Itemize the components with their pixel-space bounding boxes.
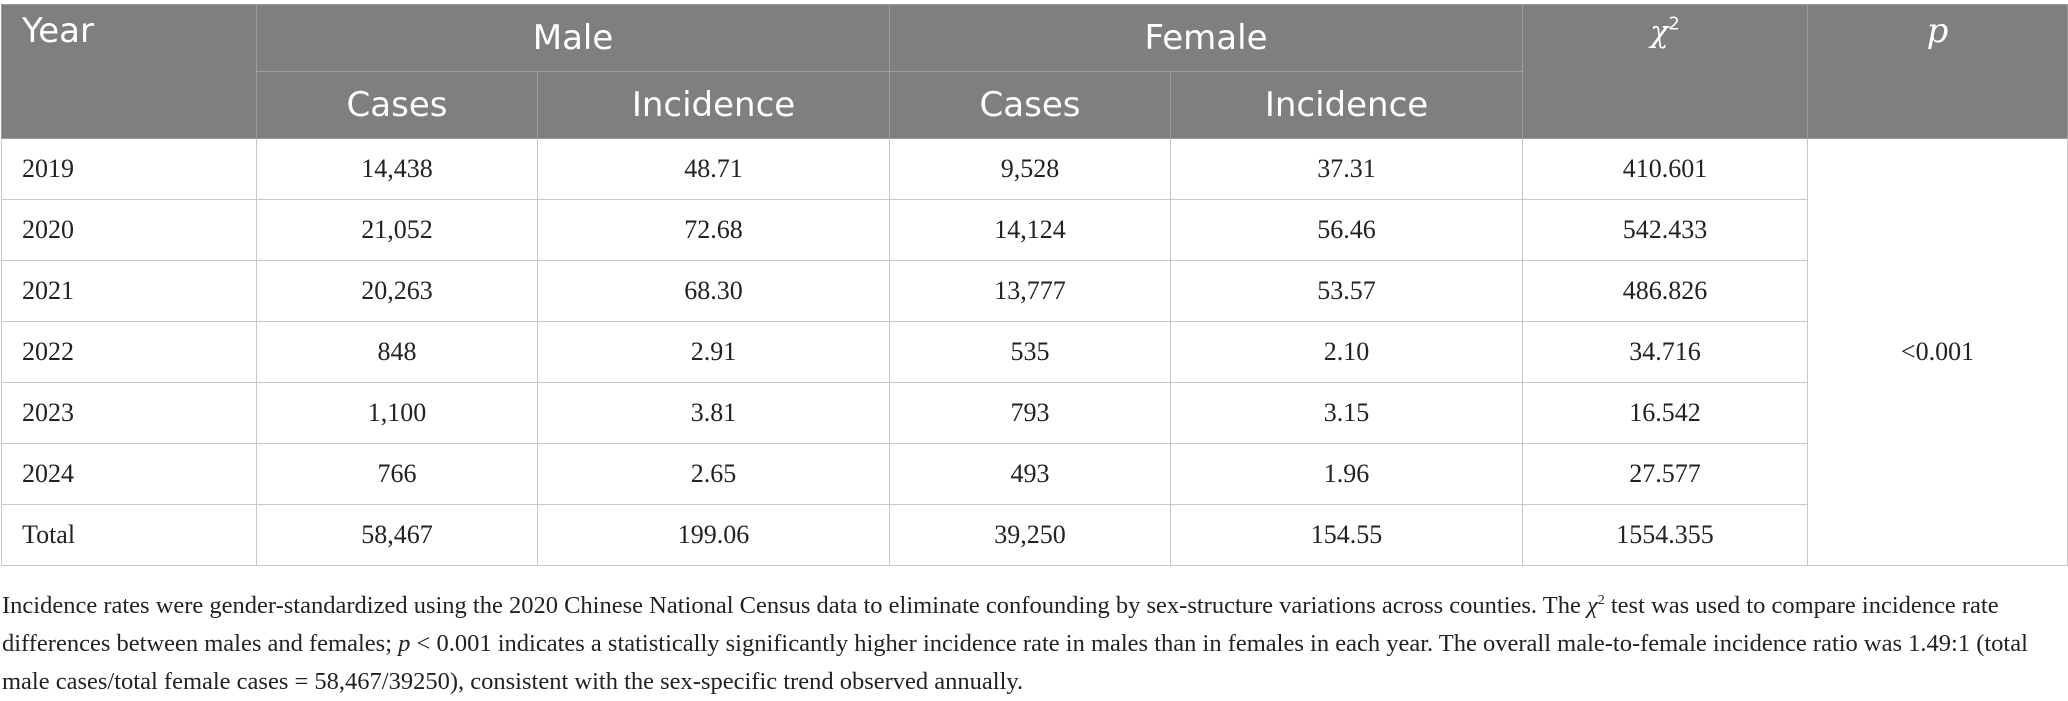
female-cases-cell: 9,528 <box>889 138 1172 200</box>
chi-square-cell: 542.433 <box>1522 199 1809 261</box>
male-cases-cell: 848 <box>256 321 538 383</box>
male-cases-cell: 14,438 <box>256 138 538 200</box>
male-incidence-cell: 2.91 <box>536 321 891 383</box>
chi-square-cell: 27.577 <box>1522 443 1809 505</box>
chi-square-cell: 34.716 <box>1522 321 1809 383</box>
footnote-chi-symbol: χ <box>1586 592 1598 620</box>
female-incidence-cell: 2.10 <box>1170 321 1524 383</box>
chi-square-header: χ2 <box>1522 4 1809 139</box>
female-cases-cell: 493 <box>889 443 1172 505</box>
male-incidence-cell: 3.81 <box>536 382 891 444</box>
p-value-cell: <0.001 <box>1807 138 2068 566</box>
female-header: Female <box>889 4 1524 72</box>
male-cases-header: Cases <box>256 71 538 139</box>
year-cell: Total <box>1 504 257 566</box>
year-cell: 2024 <box>1 443 257 505</box>
footnote-chi-superscript: 2 <box>1597 593 1605 608</box>
female-incidence-cell: 3.15 <box>1170 382 1524 444</box>
header-row-top: Year Male Female χ2 p <box>1 4 2068 139</box>
table-row: 2019 14,438 48.71 9,528 37.31 410.601 <0… <box>1 138 2068 566</box>
female-cases-cell: 793 <box>889 382 1172 444</box>
year-header: Year <box>1 4 257 139</box>
male-cases-cell: 20,263 <box>256 260 538 322</box>
female-incidence-cell: 56.46 <box>1170 199 1524 261</box>
male-cases-cell: 1,100 <box>256 382 538 444</box>
chi-superscript: 2 <box>1668 13 1680 35</box>
male-cases-cell: 21,052 <box>256 199 538 261</box>
table-row: 2024 766 2.65 493 1.96 27.577 <box>1 443 2068 505</box>
year-cell: 2023 <box>1 382 257 444</box>
female-incidence-cell: 37.31 <box>1170 138 1524 200</box>
male-incidence-cell: 48.71 <box>536 138 891 200</box>
footnote-p-symbol: p <box>398 630 411 658</box>
male-incidence-cell: 68.30 <box>536 260 891 322</box>
table-footnote: Incidence rates were gender-standardized… <box>2 582 2062 701</box>
female-cases-cell: 13,777 <box>889 260 1172 322</box>
female-incidence-cell: 1.96 <box>1170 443 1524 505</box>
male-header: Male <box>255 4 891 72</box>
female-incidence-cell: 154.55 <box>1170 504 1524 566</box>
p-header: p <box>1807 4 2068 139</box>
male-cases-cell: 766 <box>256 443 538 505</box>
chi-symbol: χ <box>1650 15 1669 50</box>
data-table: Year Male Female χ2 p Cases Incidence Ca… <box>1 4 2068 566</box>
table-header: Year Male Female χ2 p Cases Incidence Ca… <box>1 4 2068 139</box>
year-cell: 2019 <box>1 138 257 200</box>
footnote-text-2: test was used to compare incidence rate … <box>2 592 1999 658</box>
year-cell: 2022 <box>1 321 257 383</box>
male-incidence-cell: 72.68 <box>536 199 891 261</box>
female-cases-cell: 14,124 <box>889 199 1172 261</box>
table-row: 2020 21,052 72.68 14,124 56.46 542.433 <box>1 199 2068 261</box>
female-cases-header: Cases <box>889 71 1172 139</box>
header-row-sub: Cases Incidence Cases Incidence <box>2 71 2068 139</box>
female-cases-cell: 535 <box>889 321 1172 383</box>
table-row-total: Total 58,467 199.06 39,250 154.55 1554.3… <box>1 504 2068 566</box>
chi-square-cell: 16.542 <box>1522 382 1809 444</box>
footnote-text-3: < 0.001 indicates a statistically signif… <box>2 630 2028 696</box>
table-body: 2019 14,438 48.71 9,528 37.31 410.601 <0… <box>1 138 2068 566</box>
female-incidence-header: Incidence <box>1170 71 1524 139</box>
male-incidence-cell: 199.06 <box>536 504 891 566</box>
chi-square-cell: 486.826 <box>1522 260 1809 322</box>
male-cases-cell: 58,467 <box>256 504 538 566</box>
male-incidence-cell: 2.65 <box>536 443 891 505</box>
year-cell: 2021 <box>1 260 257 322</box>
table-row: 2021 20,263 68.30 13,777 53.57 486.826 <box>1 260 2068 322</box>
chi-square-cell: 410.601 <box>1522 138 1809 200</box>
footnote-text-1: Incidence rates were gender-standardized… <box>2 592 1587 620</box>
p-symbol: p <box>1926 11 1949 51</box>
year-cell: 2020 <box>1 199 257 261</box>
table-row: 2022 848 2.91 535 2.10 34.716 <box>1 321 2068 383</box>
female-incidence-cell: 53.57 <box>1170 260 1524 322</box>
female-cases-cell: 39,250 <box>889 504 1172 566</box>
chi-square-cell: 1554.355 <box>1522 504 1809 566</box>
table-row: 2023 1,100 3.81 793 3.15 16.542 <box>1 382 2068 444</box>
male-incidence-header: Incidence <box>536 71 891 139</box>
